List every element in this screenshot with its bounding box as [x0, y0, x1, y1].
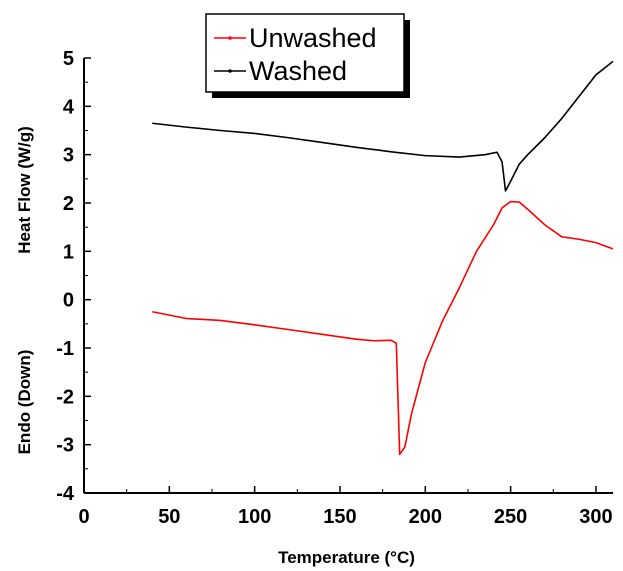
x-tick-label: 200 [409, 506, 442, 528]
series-layer [152, 60, 614, 456]
y-tick-label: 4 [63, 96, 75, 118]
legend-box [205, 13, 405, 93]
x-tick-label: 150 [323, 506, 356, 528]
x-tick-label: 0 [78, 506, 89, 528]
x-tick-label: 300 [579, 506, 612, 528]
y-tick-label: 0 [63, 290, 74, 312]
y-tick-label: 1 [63, 241, 74, 263]
series-line-unwashed [152, 200, 614, 456]
x-axis-title: Temperature (°C) [278, 548, 415, 567]
y-tick-label: 2 [63, 193, 74, 215]
x-tick-label: 250 [494, 506, 527, 528]
legend-label-washed: Washed [249, 56, 347, 86]
y-tick-label: 3 [63, 145, 74, 167]
y-axis-title-lower: Endo (Down) [15, 350, 34, 455]
x-tick-label: 100 [238, 506, 271, 528]
y-tick-label: -4 [56, 483, 75, 505]
y-tick-label: -1 [56, 338, 74, 360]
legend-label-unwashed: Unwashed [249, 23, 377, 53]
series-line-washed [152, 60, 614, 192]
y-tick-label: 5 [63, 48, 74, 70]
y-axis-title-upper: Heat Flow (W/g) [15, 126, 34, 253]
x-tick-label: 50 [158, 506, 180, 528]
y-tick-label: -3 [56, 435, 74, 457]
y-tick-label: -2 [56, 386, 74, 408]
legend-marker-washed [228, 69, 232, 73]
legend-marker-unwashed [228, 36, 232, 40]
